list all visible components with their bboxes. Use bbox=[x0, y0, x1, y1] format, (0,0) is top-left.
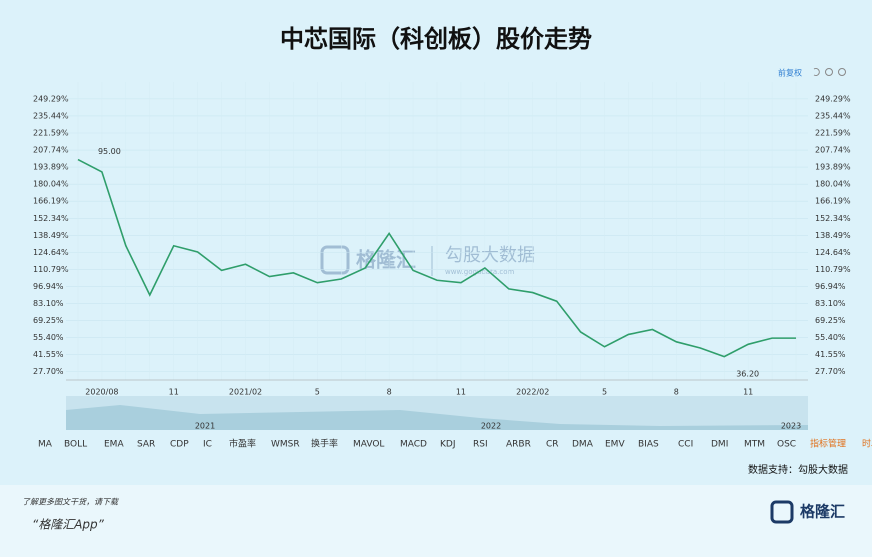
x-tick-label: 8 bbox=[674, 388, 679, 397]
indicator-tab[interactable]: DMA bbox=[572, 440, 594, 450]
y-tick-label: 166.19% bbox=[33, 197, 69, 206]
y-tick-label: 55.40% bbox=[33, 333, 64, 342]
indicator-tab[interactable]: 换手率 bbox=[311, 438, 338, 450]
y2-tick-label: 110.79% bbox=[815, 265, 851, 274]
y2-tick-label: 27.70% bbox=[815, 367, 846, 376]
watermark-name: 勾股大数据 bbox=[445, 245, 535, 266]
y2-tick-label: 166.19% bbox=[815, 197, 851, 206]
indicator-tab[interactable]: BOLL bbox=[64, 440, 87, 450]
indicator-tab[interactable]: SAR bbox=[137, 440, 155, 450]
price-line bbox=[77, 158, 797, 358]
y2-tick-label: 235.44% bbox=[815, 111, 851, 120]
navigator-label: 2021 bbox=[195, 422, 215, 431]
indicator-tab[interactable]: MTM bbox=[744, 440, 765, 450]
y-tick-label: 193.89% bbox=[33, 163, 69, 172]
y2-tick-label: 55.40% bbox=[815, 333, 846, 342]
y2-tick-label: 41.55% bbox=[815, 350, 846, 359]
y2-tick-label: 180.04% bbox=[815, 180, 851, 189]
footer-app: “格隆汇App” bbox=[32, 518, 105, 532]
indicator-tab[interactable]: 市盈率 bbox=[229, 438, 256, 450]
footer-note: 了解更多图文干货，请下载 bbox=[22, 498, 119, 507]
y-tick-label: 124.64% bbox=[33, 248, 69, 257]
y2-tick-label: 96.94% bbox=[815, 282, 846, 291]
indicator-tab[interactable]: WMSR bbox=[271, 440, 300, 450]
indicator-tab[interactable]: KDJ bbox=[440, 440, 456, 450]
indicator-tab[interactable]: MACD bbox=[400, 440, 427, 450]
indicator-tab[interactable]: EMV bbox=[605, 440, 625, 450]
y-tick-label: 41.55% bbox=[33, 350, 64, 359]
indicator-tab[interactable]: 时段 bbox=[862, 438, 872, 450]
y-tick-label: 138.49% bbox=[33, 231, 69, 240]
x-tick-label: 11 bbox=[169, 388, 179, 397]
y2-tick-label: 138.49% bbox=[815, 231, 851, 240]
y-tick-label: 27.70% bbox=[33, 367, 64, 376]
indicator-tabs: MA BOLL EMA SAR CDP IC 市盈率 WMSR 换手率 MAVOL MACD KDJ R… bbox=[38, 438, 872, 450]
y2-tick-label: 69.25% bbox=[815, 316, 846, 325]
y-tick-label: 221.59% bbox=[33, 128, 69, 137]
navigator-label: 2022 bbox=[481, 422, 501, 431]
x-tick-label: 11 bbox=[456, 388, 466, 397]
y-tick-label: 96.94% bbox=[33, 282, 64, 291]
footer-band bbox=[0, 485, 872, 557]
indicator-tab[interactable]: RSI bbox=[473, 440, 488, 450]
low-label: 36.20 bbox=[736, 370, 759, 379]
indicator-tab[interactable]: ARBR bbox=[506, 440, 531, 450]
indicator-tab[interactable]: MA bbox=[38, 440, 53, 450]
indicator-tab[interactable]: CDP bbox=[170, 440, 189, 450]
indicator-tab[interactable]: CR bbox=[546, 440, 559, 450]
high-label: 95.00 bbox=[98, 147, 121, 156]
y2-tick-label: 83.10% bbox=[815, 299, 846, 308]
navigator-area bbox=[66, 405, 808, 430]
indicator-tab[interactable]: EMA bbox=[104, 440, 124, 450]
footer-logo: 格隆汇 bbox=[800, 503, 845, 521]
adjust-toggle[interactable]: 前复权 bbox=[778, 68, 802, 78]
indicator-tab[interactable]: OSC bbox=[777, 440, 796, 450]
zoom-icons bbox=[813, 68, 846, 76]
source: 数据支持：勾股大数据 bbox=[748, 463, 848, 476]
x-tick-label: 11 bbox=[743, 388, 753, 397]
y-tick-label: 110.79% bbox=[33, 265, 69, 274]
y-tick-label: 83.10% bbox=[33, 299, 64, 308]
x-tick-label: 2022/02 bbox=[516, 388, 549, 397]
indicator-tab[interactable]: DMI bbox=[711, 440, 728, 450]
x-tick-label: 5 bbox=[602, 388, 607, 397]
y-tick-label: 69.25% bbox=[33, 316, 64, 325]
indicator-tab[interactable]: IC bbox=[203, 440, 212, 450]
y2-tick-label: 221.59% bbox=[815, 128, 851, 137]
y2-tick-label: 207.74% bbox=[815, 146, 851, 155]
indicator-tab[interactable]: MAVOL bbox=[353, 440, 384, 450]
y2-tick-label: 193.89% bbox=[815, 163, 851, 172]
y2-tick-label: 152.34% bbox=[815, 214, 851, 223]
logo-icon bbox=[770, 500, 794, 524]
indicator-tab[interactable]: 指标管理 bbox=[810, 438, 846, 450]
x-tick-label: 2021/02 bbox=[229, 388, 262, 397]
chart-title: 中芯国际（科创板）股价走势 bbox=[280, 25, 592, 53]
navigator-label: 2023 bbox=[781, 422, 801, 431]
y-tick-label: 207.74% bbox=[33, 146, 69, 155]
x-tick-label: 8 bbox=[387, 388, 392, 397]
y2-tick-label: 249.29% bbox=[815, 94, 851, 103]
y-tick-label: 180.04% bbox=[33, 180, 69, 189]
x-tick-label: 2020/08 bbox=[85, 388, 118, 397]
y2-tick-label: 124.64% bbox=[815, 248, 851, 257]
indicator-tab[interactable]: CCI bbox=[678, 440, 693, 450]
y-tick-label: 249.29% bbox=[33, 94, 69, 103]
y-tick-label: 235.44% bbox=[33, 111, 69, 120]
y-tick-label: 152.34% bbox=[33, 214, 69, 223]
x-tick-label: 5 bbox=[315, 388, 320, 397]
indicator-tab[interactable]: BIAS bbox=[638, 440, 659, 450]
